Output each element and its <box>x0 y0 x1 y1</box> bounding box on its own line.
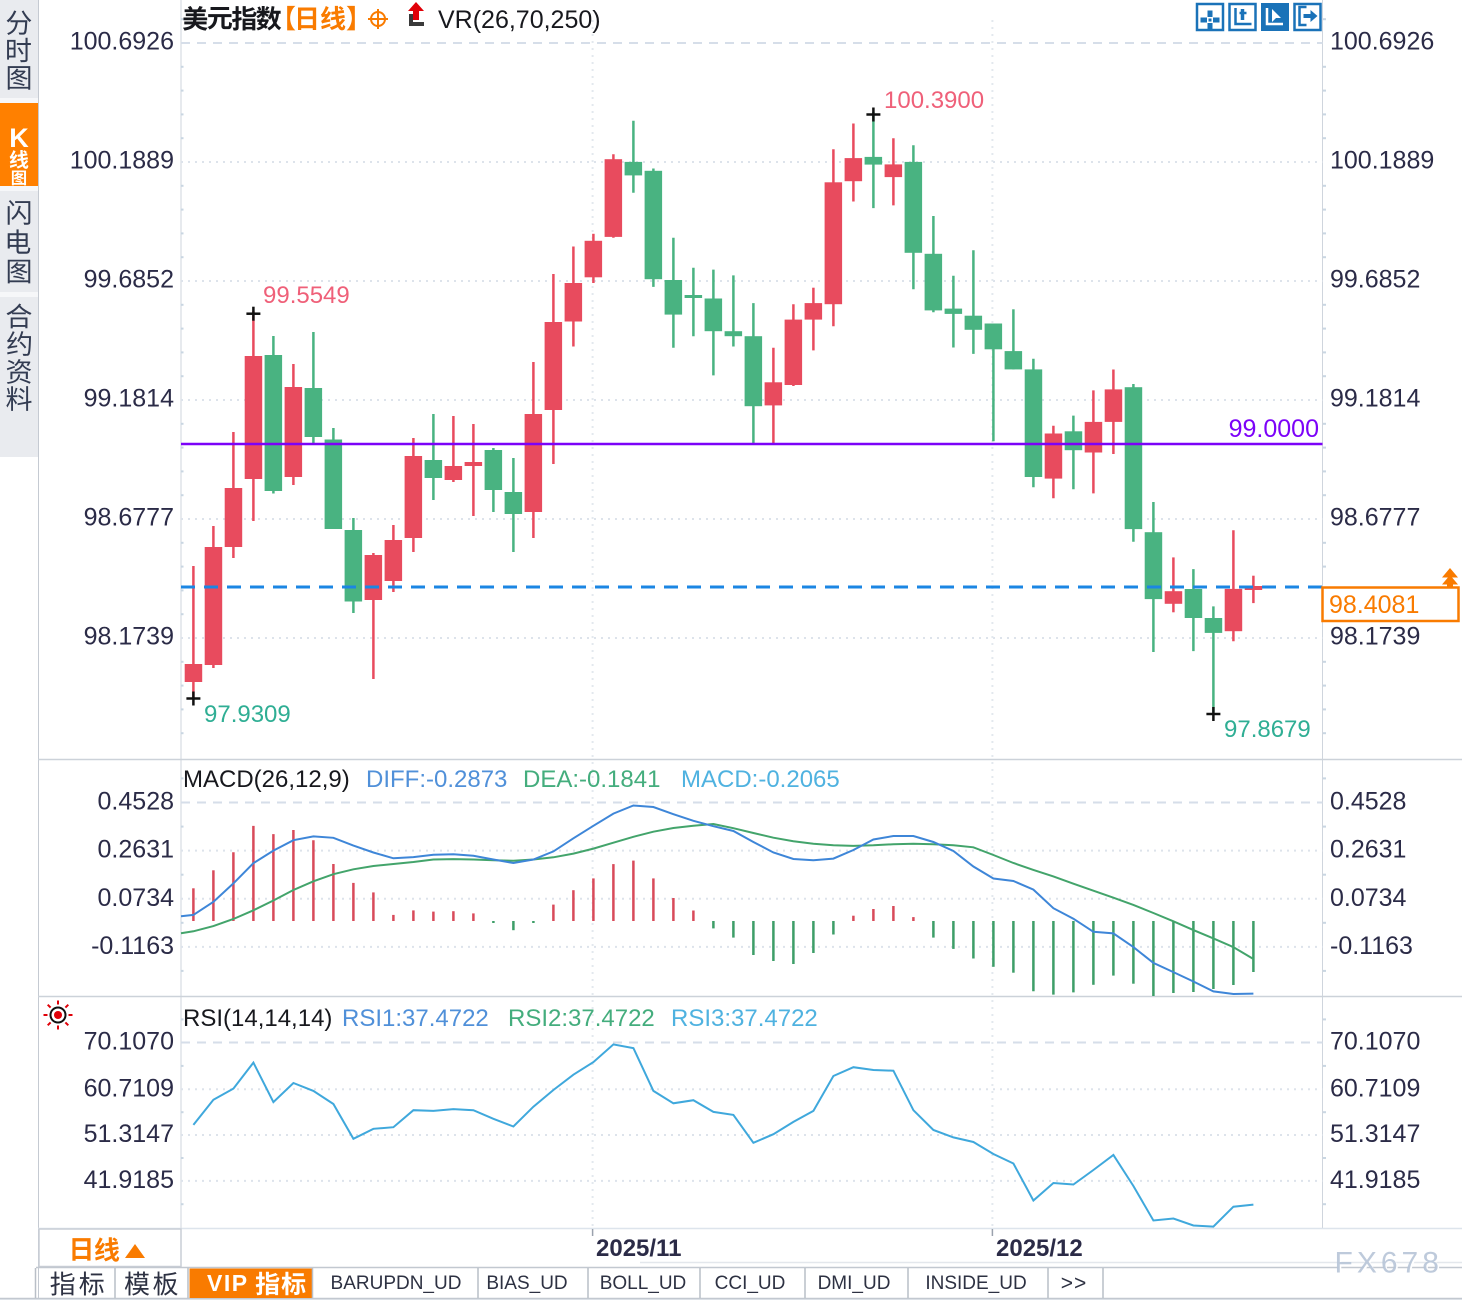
svg-text:100.1889: 100.1889 <box>70 147 174 175</box>
svg-text:INSIDE_UD: INSIDE_UD <box>925 1273 1026 1294</box>
svg-text:DMI_UD: DMI_UD <box>818 1273 891 1294</box>
svg-text:97.8679: 97.8679 <box>1224 716 1311 743</box>
svg-text:70.1070: 70.1070 <box>1330 1028 1420 1056</box>
svg-text:RSI2:37.4722: RSI2:37.4722 <box>508 1005 655 1032</box>
svg-text:98.6777: 98.6777 <box>84 504 174 532</box>
svg-text:BARUPDN_UD: BARUPDN_UD <box>331 1273 462 1294</box>
svg-text:0.0734: 0.0734 <box>1330 884 1407 912</box>
svg-text:-0.1163: -0.1163 <box>91 932 174 960</box>
svg-text:0.4528: 0.4528 <box>98 788 174 816</box>
svg-text:51.3147: 51.3147 <box>1330 1120 1420 1148</box>
svg-text:100.3900: 100.3900 <box>884 87 984 114</box>
svg-text:0.0734: 0.0734 <box>98 884 175 912</box>
svg-text:VR(26,70,250): VR(26,70,250) <box>438 6 601 34</box>
svg-text:0.4528: 0.4528 <box>1330 788 1406 816</box>
svg-text:97.9309: 97.9309 <box>204 701 291 728</box>
svg-text:100.6926: 100.6926 <box>1330 28 1434 56</box>
svg-text:K: K <box>9 123 29 153</box>
svg-text:99.6852: 99.6852 <box>84 266 174 294</box>
svg-text:FX678: FX678 <box>1336 1248 1444 1281</box>
svg-text:FX678: FX678 <box>1335 1247 1443 1280</box>
svg-text:2025/11: 2025/11 <box>596 1235 681 1262</box>
svg-text:99.0000: 99.0000 <box>1229 415 1319 443</box>
svg-text:99.1814: 99.1814 <box>84 385 174 413</box>
svg-text:>>: >> <box>1061 1272 1088 1295</box>
svg-text:99.1814: 99.1814 <box>1330 385 1420 413</box>
svg-text:100.6926: 100.6926 <box>70 28 174 56</box>
svg-text:-0.1163: -0.1163 <box>1330 932 1413 960</box>
svg-text:99.5549: 99.5549 <box>263 282 350 309</box>
svg-text:DIFF:-0.2873: DIFF:-0.2873 <box>366 766 507 793</box>
svg-text:98.4081: 98.4081 <box>1329 591 1419 619</box>
svg-text:70.1070: 70.1070 <box>84 1028 174 1056</box>
svg-text:98.1739: 98.1739 <box>84 623 174 651</box>
svg-text:98.1739: 98.1739 <box>1330 623 1420 651</box>
svg-text:RSI3:37.4722: RSI3:37.4722 <box>671 1005 818 1032</box>
svg-text:60.7109: 60.7109 <box>1330 1074 1420 1102</box>
svg-text:MACD:-0.2065: MACD:-0.2065 <box>681 766 840 793</box>
svg-text:60.7109: 60.7109 <box>84 1074 174 1102</box>
svg-text:BIAS_UD: BIAS_UD <box>486 1273 567 1294</box>
svg-text:0.2631: 0.2631 <box>98 836 174 864</box>
svg-text:41.9185: 41.9185 <box>1330 1166 1420 1194</box>
svg-text:2025/12: 2025/12 <box>996 1235 1083 1262</box>
svg-text:RSI1:37.4722: RSI1:37.4722 <box>342 1005 489 1032</box>
svg-text:DEA:-0.1841: DEA:-0.1841 <box>523 766 660 793</box>
svg-text:100.1889: 100.1889 <box>1330 147 1434 175</box>
svg-text:CCI_UD: CCI_UD <box>715 1273 786 1294</box>
svg-text:0.2631: 0.2631 <box>1330 836 1406 864</box>
svg-text:41.9185: 41.9185 <box>84 1166 174 1194</box>
svg-text:98.6777: 98.6777 <box>1330 504 1420 532</box>
svg-text:BOLL_UD: BOLL_UD <box>600 1273 687 1294</box>
svg-text:51.3147: 51.3147 <box>84 1120 174 1148</box>
svg-text:MACD(26,12,9): MACD(26,12,9) <box>183 766 350 793</box>
svg-text:RSI(14,14,14): RSI(14,14,14) <box>183 1005 332 1032</box>
svg-text:VIP: VIP <box>207 1270 249 1296</box>
svg-text:99.6852: 99.6852 <box>1330 266 1420 294</box>
